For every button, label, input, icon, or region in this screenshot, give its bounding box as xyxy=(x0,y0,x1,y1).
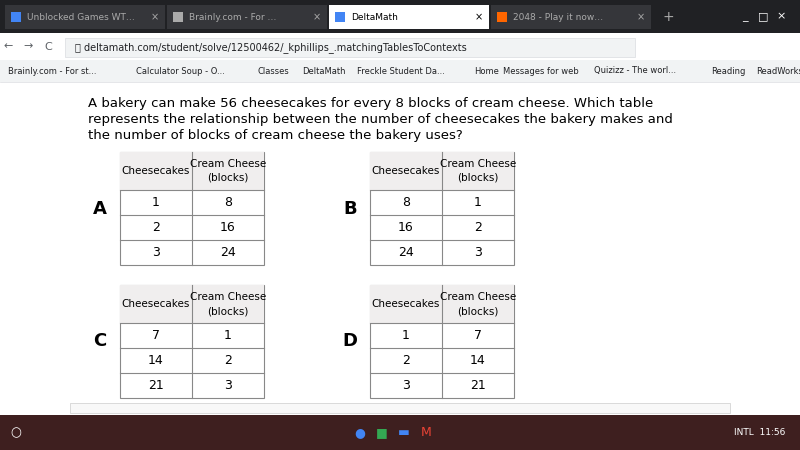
Text: Cream Cheese: Cream Cheese xyxy=(190,159,266,169)
Bar xyxy=(120,152,264,190)
Text: Classes: Classes xyxy=(258,67,290,76)
Text: Cheesecakes: Cheesecakes xyxy=(122,299,190,309)
Text: 21: 21 xyxy=(470,379,486,392)
Text: ●: ● xyxy=(354,426,366,439)
Text: A: A xyxy=(93,199,107,217)
Text: 8: 8 xyxy=(402,196,410,209)
Text: +: + xyxy=(663,10,674,24)
Text: B: B xyxy=(343,199,357,217)
Text: 2048 - Play it now…: 2048 - Play it now… xyxy=(513,13,603,22)
Text: 3: 3 xyxy=(474,246,482,259)
Text: ×: × xyxy=(475,12,483,22)
Text: represents the relationship between the number of cheesecakes the bakery makes a: represents the relationship between the … xyxy=(88,113,673,126)
Text: 1: 1 xyxy=(474,196,482,209)
Bar xyxy=(370,152,514,265)
Text: 21: 21 xyxy=(148,379,164,392)
Text: Freckle Student Da...: Freckle Student Da... xyxy=(357,67,445,76)
Text: Cheesecakes: Cheesecakes xyxy=(372,166,440,176)
Text: 3: 3 xyxy=(402,379,410,392)
Text: Brainly.com - For st...: Brainly.com - For st... xyxy=(8,67,97,76)
Bar xyxy=(497,12,507,22)
Text: ×: × xyxy=(313,12,321,22)
Text: 3: 3 xyxy=(152,246,160,259)
Text: 1: 1 xyxy=(152,196,160,209)
Text: 2: 2 xyxy=(402,354,410,367)
Text: ■: ■ xyxy=(376,426,388,439)
Bar xyxy=(0,82,800,450)
Text: (blocks): (blocks) xyxy=(458,306,498,316)
Bar xyxy=(167,5,327,29)
Bar xyxy=(491,5,651,29)
Text: 14: 14 xyxy=(470,354,486,367)
Text: Reading: Reading xyxy=(712,67,746,76)
Bar xyxy=(70,403,730,413)
Text: DeltaMath: DeltaMath xyxy=(351,13,398,22)
Bar xyxy=(370,152,514,190)
Bar xyxy=(120,285,264,398)
Text: ReadWorks: ReadWorks xyxy=(756,67,800,76)
Text: the number of blocks of cream cheese the bakery uses?: the number of blocks of cream cheese the… xyxy=(88,129,462,142)
Text: Calculator Soup - O...: Calculator Soup - O... xyxy=(136,67,225,76)
Text: ×: × xyxy=(776,12,786,22)
Text: _: _ xyxy=(742,12,748,22)
Text: 2: 2 xyxy=(474,221,482,234)
Text: M: M xyxy=(421,426,431,439)
Bar xyxy=(11,12,21,22)
Text: ▬: ▬ xyxy=(398,426,410,439)
Text: Home: Home xyxy=(474,67,499,76)
Text: D: D xyxy=(342,333,358,351)
Text: Brainly.com - For …: Brainly.com - For … xyxy=(189,13,276,22)
Text: 24: 24 xyxy=(398,246,414,259)
Text: 8: 8 xyxy=(224,196,232,209)
Text: Cheesecakes: Cheesecakes xyxy=(372,299,440,309)
Text: □: □ xyxy=(758,12,768,22)
Text: Quizizz - The worl...: Quizizz - The worl... xyxy=(594,67,677,76)
Text: 14: 14 xyxy=(148,354,164,367)
Text: C: C xyxy=(44,41,52,51)
Bar xyxy=(0,33,800,60)
Text: Unblocked Games WT…: Unblocked Games WT… xyxy=(27,13,134,22)
Bar xyxy=(370,285,514,323)
Text: Cream Cheese: Cream Cheese xyxy=(440,292,516,302)
Bar xyxy=(65,38,635,57)
Bar xyxy=(120,285,264,323)
Text: (blocks): (blocks) xyxy=(207,306,249,316)
Text: (blocks): (blocks) xyxy=(458,173,498,183)
Text: ×: × xyxy=(151,12,159,22)
Text: 7: 7 xyxy=(474,329,482,342)
Text: 3: 3 xyxy=(224,379,232,392)
Text: →: → xyxy=(23,41,33,51)
Text: Cheesecakes: Cheesecakes xyxy=(122,166,190,176)
Bar xyxy=(335,12,345,22)
Text: Cream Cheese: Cream Cheese xyxy=(190,292,266,302)
Text: 16: 16 xyxy=(398,221,414,234)
Bar xyxy=(0,415,800,450)
Text: Messages for web: Messages for web xyxy=(503,67,579,76)
Text: 1: 1 xyxy=(402,329,410,342)
Text: ×: × xyxy=(637,12,645,22)
Text: A bakery can make 56 cheesecakes for every 8 blocks of cream cheese. Which table: A bakery can make 56 cheesecakes for eve… xyxy=(88,97,654,110)
Text: Cream Cheese: Cream Cheese xyxy=(440,159,516,169)
Text: DeltaMath: DeltaMath xyxy=(302,67,346,76)
Text: 16: 16 xyxy=(220,221,236,234)
Bar xyxy=(120,152,264,265)
Text: 🔒 deltamath.com/student/solve/12500462/_kphillips_.matchingTablesToContexts: 🔒 deltamath.com/student/solve/12500462/_… xyxy=(75,43,466,54)
Bar xyxy=(5,5,165,29)
Text: 24: 24 xyxy=(220,246,236,259)
Bar xyxy=(329,5,489,29)
Text: (blocks): (blocks) xyxy=(207,173,249,183)
Text: 1: 1 xyxy=(224,329,232,342)
Text: ←: ← xyxy=(3,41,13,51)
Bar xyxy=(0,0,800,33)
Text: 7: 7 xyxy=(152,329,160,342)
Bar xyxy=(173,12,183,22)
Text: 2: 2 xyxy=(224,354,232,367)
Bar xyxy=(0,60,800,82)
Bar xyxy=(370,285,514,398)
Text: C: C xyxy=(94,333,106,351)
Text: 2: 2 xyxy=(152,221,160,234)
Text: ○: ○ xyxy=(10,426,21,439)
Text: INTL  11:56: INTL 11:56 xyxy=(734,428,786,437)
